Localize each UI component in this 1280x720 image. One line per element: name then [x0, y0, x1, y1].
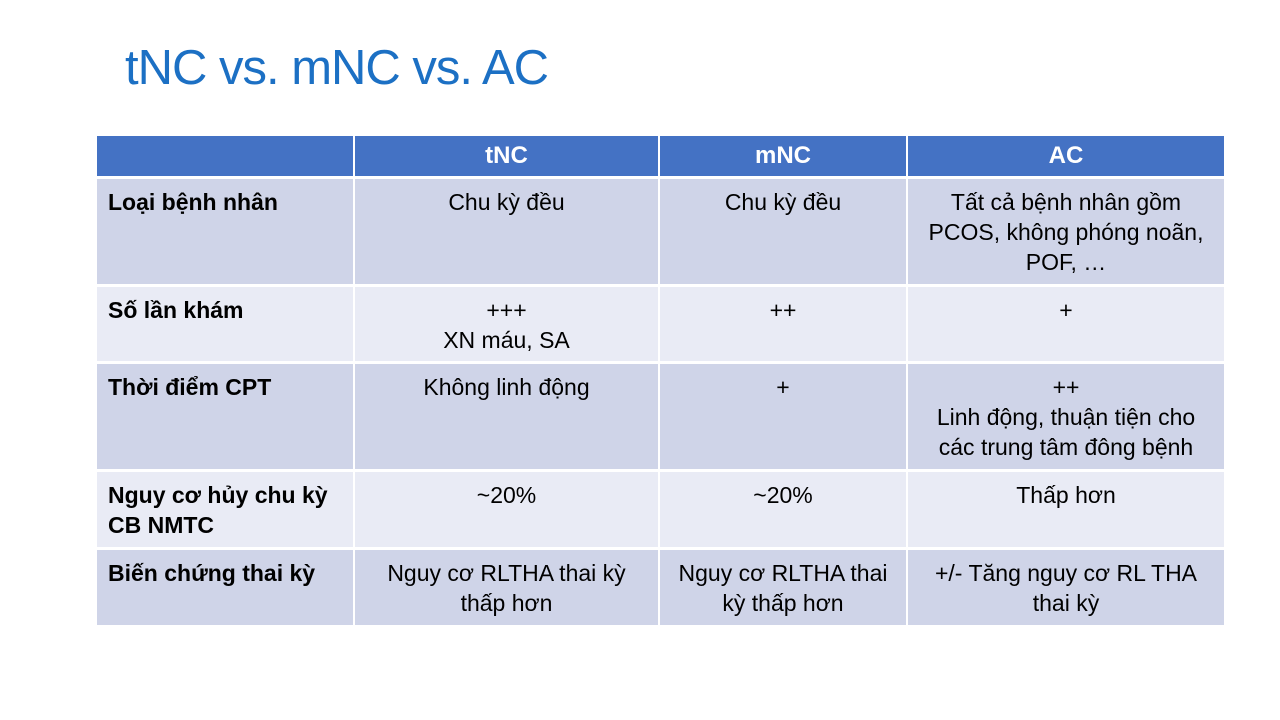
tnc-cell: Chu kỳ đều: [355, 179, 660, 287]
mnc-cell: Chu kỳ đều: [660, 179, 908, 287]
row-label-cell: Thời điểm CPT: [97, 364, 355, 473]
header-cell-empty: [97, 136, 355, 179]
ac-cell: +: [908, 286, 1224, 365]
mnc-cell: Nguy cơ RLTHA thai kỳ thấp hơn: [660, 549, 908, 625]
header-cell-ac: AC: [908, 136, 1224, 179]
table-row-cpt-timing: Thời điểm CPT Không linh động + ++ Linh …: [97, 364, 1224, 473]
ac-cell: Tất cả bệnh nhân gồm PCOS, không phóng n…: [908, 179, 1224, 287]
tnc-cell: Nguy cơ RLTHA thai kỳ thấp hơn: [355, 549, 660, 625]
table-row-patient-type: Loại bệnh nhân Chu kỳ đều Chu kỳ đều Tất…: [97, 179, 1224, 287]
mnc-cell: ++: [660, 286, 908, 365]
header-cell-tnc: tNC: [355, 136, 660, 179]
table-row-visit-count: Số lần khám +++ XN máu, SA ++ +: [97, 286, 1224, 365]
row-label-cell: Biến chứng thai kỳ: [97, 549, 355, 625]
table-header-row: tNC mNC AC: [97, 136, 1224, 179]
tnc-cell: ~20%: [355, 472, 660, 550]
ac-cell: Thấp hơn: [908, 472, 1224, 550]
mnc-cell: ~20%: [660, 472, 908, 550]
table-row-cycle-cancel-risk: Nguy cơ hủy chu kỳ CB NMTC ~20% ~20% Thấ…: [97, 472, 1224, 550]
page-title: tNC vs. mNC vs. AC: [125, 41, 549, 95]
tnc-cell: +++ XN máu, SA: [355, 286, 660, 365]
row-label-cell: Số lần khám: [97, 286, 355, 365]
comparison-table: tNC mNC AC Loại bệnh nhân Chu kỳ đều Chu…: [97, 136, 1224, 625]
mnc-cell: +: [660, 364, 908, 473]
table-row-pregnancy-complications: Biến chứng thai kỳ Nguy cơ RLTHA thai kỳ…: [97, 549, 1224, 625]
row-label-cell: Nguy cơ hủy chu kỳ CB NMTC: [97, 472, 355, 550]
row-label-cell: Loại bệnh nhân: [97, 179, 355, 287]
ac-cell: +/- Tăng nguy cơ RL THA thai kỳ: [908, 549, 1224, 625]
tnc-cell: Không linh động: [355, 364, 660, 473]
header-cell-mnc: mNC: [660, 136, 908, 179]
ac-cell: ++ Linh động, thuận tiện cho các trung t…: [908, 364, 1224, 473]
